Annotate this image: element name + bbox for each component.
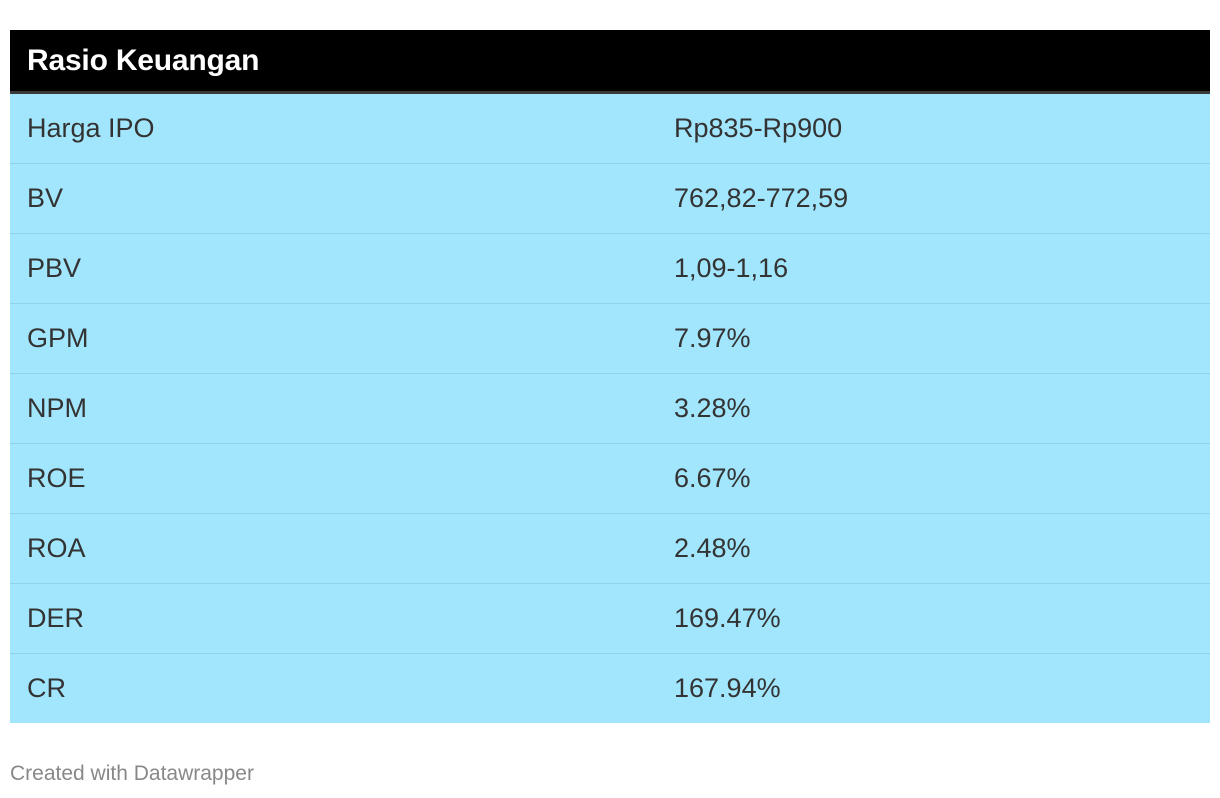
row-value: Rp835-Rp900 xyxy=(674,113,843,143)
table-row: CR 167.94% xyxy=(10,653,1210,723)
table-header: Rasio Keuangan xyxy=(10,30,1210,94)
row-value: 1,09-1,16 xyxy=(674,253,789,283)
row-label: Harga IPO xyxy=(27,113,155,143)
row-label: CR xyxy=(27,673,66,703)
row-label: NPM xyxy=(27,393,87,423)
table-row: BV 762,82-772,59 xyxy=(10,163,1210,233)
row-value: 7.97% xyxy=(674,323,751,353)
row-label: PBV xyxy=(27,253,82,283)
row-value: 167.94% xyxy=(674,673,781,703)
row-value: 762,82-772,59 xyxy=(674,183,849,213)
table-row: ROE 6.67% xyxy=(10,443,1210,513)
row-value: 6.67% xyxy=(674,463,751,493)
row-value: 169.47% xyxy=(674,603,781,633)
table-row: Harga IPO Rp835-Rp900 xyxy=(10,94,1210,163)
table-row: PBV 1,09-1,16 xyxy=(10,233,1210,303)
table-title: Rasio Keuangan xyxy=(27,43,260,77)
table-row: ROA 2.48% xyxy=(10,513,1210,583)
row-value: 3.28% xyxy=(674,393,751,423)
table-body: Harga IPO Rp835-Rp900 BV 762,82-772,59 PBV 1,… xyxy=(10,94,1210,723)
table-row: DER 169.47% xyxy=(10,583,1210,653)
row-label: ROE xyxy=(27,463,86,493)
ratio-table: Rasio Keuangan Harga IPO Rp835-Rp900 BV 762… xyxy=(10,30,1210,723)
row-label: BV xyxy=(27,183,64,213)
row-label: GPM xyxy=(27,323,89,353)
row-label: DER xyxy=(27,603,85,633)
row-value: 2.48% xyxy=(674,533,751,563)
table-row: NPM 3.28% xyxy=(10,373,1210,443)
table-row: GPM 7.97% xyxy=(10,303,1210,373)
row-label: ROA xyxy=(27,533,86,563)
footer-credit: Created with Datawrapper xyxy=(10,762,254,785)
